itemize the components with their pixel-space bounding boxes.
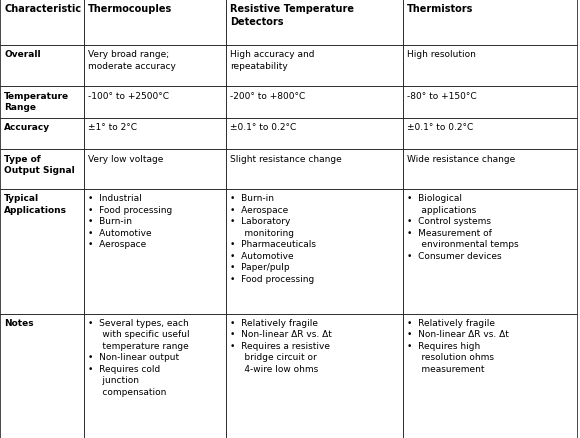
Text: •  Relatively fragile
•  Non-linear ΔR vs. Δt
•  Requires high
     resolution o: • Relatively fragile • Non-linear ΔR vs.…	[407, 318, 509, 373]
Bar	[0, 0, 84, 46]
Text: ±0.1° to 0.2°C: ±0.1° to 0.2°C	[230, 123, 296, 132]
Text: High resolution: High resolution	[407, 50, 476, 59]
Bar	[403, 87, 577, 119]
Bar	[84, 314, 226, 438]
Bar	[0, 314, 84, 438]
Bar	[0, 46, 84, 87]
Text: -80° to +150°C: -80° to +150°C	[407, 92, 477, 101]
Text: ±1° to 2°C: ±1° to 2°C	[88, 123, 137, 132]
Bar	[0, 190, 84, 314]
Bar	[403, 46, 577, 87]
Bar	[403, 0, 577, 46]
Text: •  Several types, each
     with specific useful
     temperature range
•  Non-l: • Several types, each with specific usef…	[88, 318, 190, 396]
Text: •  Relatively fragile
•  Non-linear ΔR vs. Δt
•  Requires a resistive
     bridg: • Relatively fragile • Non-linear ΔR vs.…	[230, 318, 332, 373]
Text: High accuracy and
repeatability: High accuracy and repeatability	[230, 50, 315, 71]
Bar	[0, 119, 84, 150]
Text: Temperature
Range: Temperature Range	[4, 92, 69, 112]
Text: •  Industrial
•  Food processing
•  Burn-in
•  Automotive
•  Aerospace: • Industrial • Food processing • Burn-in…	[88, 194, 172, 249]
Bar	[226, 150, 403, 190]
Text: Very low voltage: Very low voltage	[88, 155, 164, 163]
Text: Accuracy: Accuracy	[4, 123, 50, 132]
Bar	[84, 87, 226, 119]
Text: •  Burn-in
•  Aerospace
•  Laboratory
     monitoring
•  Pharmaceuticals
•  Auto: • Burn-in • Aerospace • Laboratory monit…	[230, 194, 316, 283]
Text: ±0.1° to 0.2°C: ±0.1° to 0.2°C	[407, 123, 473, 132]
Text: •  Biological
     applications
•  Control systems
•  Measurement of
     enviro: • Biological applications • Control syst…	[407, 194, 519, 260]
Bar	[84, 0, 226, 46]
Text: -100° to +2500°C: -100° to +2500°C	[88, 92, 169, 101]
Bar	[84, 46, 226, 87]
Text: Wide resistance change: Wide resistance change	[407, 155, 516, 163]
Bar	[0, 150, 84, 190]
Bar	[403, 190, 577, 314]
Text: Thermocouples: Thermocouples	[88, 4, 172, 14]
Text: Very broad range;
moderate accuracy: Very broad range; moderate accuracy	[88, 50, 176, 71]
Text: Typical
Applications: Typical Applications	[4, 194, 67, 214]
Bar	[403, 314, 577, 438]
Bar	[403, 119, 577, 150]
Bar	[226, 0, 403, 46]
Text: Overall: Overall	[4, 50, 41, 59]
Bar	[226, 87, 403, 119]
Text: Slight resistance change: Slight resistance change	[230, 155, 342, 163]
Bar	[226, 190, 403, 314]
Bar	[226, 46, 403, 87]
Text: Notes: Notes	[4, 318, 34, 327]
Bar	[0, 87, 84, 119]
Bar	[226, 314, 403, 438]
Text: Characteristic: Characteristic	[4, 4, 81, 14]
Bar	[84, 119, 226, 150]
Text: Type of
Output Signal: Type of Output Signal	[4, 155, 75, 175]
Text: Resistive Temperature
Detectors: Resistive Temperature Detectors	[230, 4, 354, 27]
Bar	[84, 190, 226, 314]
Bar	[84, 150, 226, 190]
Text: -200° to +800°C: -200° to +800°C	[230, 92, 306, 101]
Bar	[226, 119, 403, 150]
Bar	[403, 150, 577, 190]
Text: Thermistors: Thermistors	[407, 4, 473, 14]
